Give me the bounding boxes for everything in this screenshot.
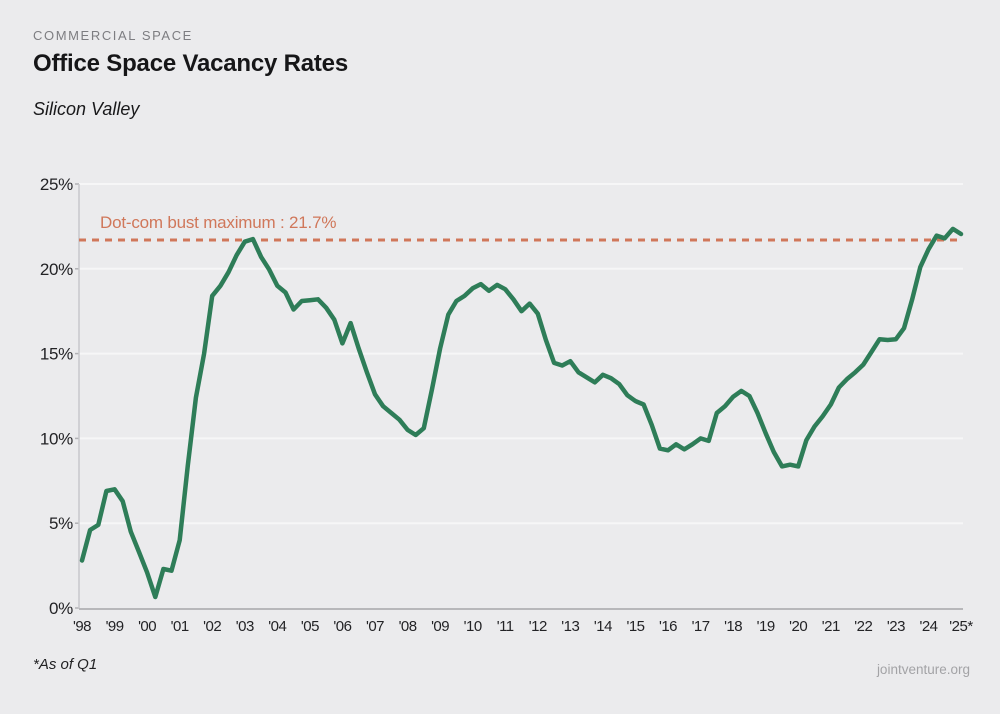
x-tick-label: '25* [949,618,973,635]
x-tick-label: '19 [757,618,775,635]
x-tick-label: '24 [919,618,937,635]
x-tick-label: '06 [333,618,351,635]
x-tick-label: '21 [822,618,840,635]
x-tick-label: '13 [561,618,579,635]
x-tick-label: '10 [464,618,482,635]
y-tick-label: 20% [40,260,73,279]
y-tick-label: 10% [40,429,73,448]
dotcom-max-annotation: Dot-com bust maximum : 21.7% [100,213,336,232]
x-tick-label: '15 [626,618,644,635]
x-tick-label: '02 [203,618,221,635]
gridlines [79,183,963,525]
x-tick-label: '22 [854,618,872,635]
y-tick-label: 5% [49,514,73,533]
x-tick-label: '12 [529,618,547,635]
chart-eyebrow: COMMERCIAL SPACE [33,28,193,43]
x-tick-label: '20 [789,618,807,635]
x-tick-label: '98 [73,618,91,635]
x-tick-label: '23 [887,618,905,635]
y-axis-labels: 0% 5% 10% 15% 20% 25% [40,175,74,618]
x-tick-label: '17 [692,618,710,635]
x-tick-label: '01 [171,618,189,635]
x-tick-label: '07 [366,618,384,635]
x-tick-label: '18 [724,618,742,635]
y-tick-label: 15% [40,345,73,364]
x-tick-label: '14 [594,618,612,635]
y-tick-label: 0% [49,599,73,618]
x-tick-label: '08 [399,618,417,635]
source-attribution: jointventure.org [876,662,970,677]
x-tick-label: '03 [236,618,254,635]
footnote: *As of Q1 [33,656,98,673]
x-tick-label: '99 [106,618,124,635]
x-tick-label: '04 [268,618,286,635]
vacancy-rate-line [79,226,964,600]
x-tick-label: '05 [301,618,319,635]
y-tick-label: 25% [40,175,73,194]
x-axis-labels: '98 '99 '00 '01 '02 '03 '04 '05 '06 '07 '08 '09 '10 '… [73,618,974,635]
chart-header: COMMERCIAL SPACE Office Space Vacancy Ra… [33,28,348,120]
chart-subtitle: Silicon Valley [33,99,140,119]
x-tick-label: '16 [659,618,677,635]
x-tick-label: '11 [497,618,514,635]
x-tick-label: '09 [431,618,449,635]
page-title: Office Space Vacancy Rates [33,50,348,77]
x-tick-label: '00 [138,618,156,635]
